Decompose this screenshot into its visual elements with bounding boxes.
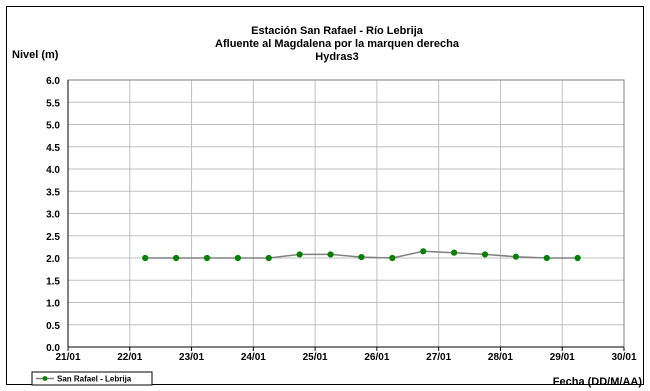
y-tick-label: 3.0 — [46, 210, 60, 221]
y-tick-label: 2.5 — [46, 232, 60, 243]
data-point — [234, 254, 241, 262]
legend: San Rafael - Lebrija — [31, 371, 153, 386]
legend-box — [31, 371, 153, 386]
y-tick-label: 3.5 — [46, 187, 60, 198]
legend-marker-swatch — [42, 376, 48, 381]
x-tick-label: 28/01 — [488, 352, 513, 363]
data-point — [512, 253, 519, 260]
x-tick-label: 24/01 — [241, 352, 266, 363]
x-tick-label: 27/01 — [426, 352, 451, 363]
x-tick-label: 30/01 — [611, 352, 636, 363]
y-tick-label: 2.0 — [46, 254, 60, 265]
data-point — [203, 254, 211, 262]
y-tick-label: 4.5 — [46, 143, 60, 154]
y-tick-label: 5.5 — [46, 98, 60, 109]
chart-title: Estación San Rafael - Río Lebrija — [251, 25, 424, 37]
data-point — [358, 254, 365, 261]
data-point — [451, 249, 458, 256]
x-tick-label: 29/01 — [550, 352, 575, 363]
data-point — [543, 254, 550, 262]
x-tick-label: 26/01 — [364, 352, 389, 363]
y-tick-label: 5.0 — [46, 121, 60, 132]
x-tick-label: 23/01 — [179, 352, 204, 363]
y-tick-label: 6.0 — [46, 76, 60, 87]
y-tick-label: 4.0 — [46, 165, 60, 176]
data-point — [327, 251, 334, 258]
y-tick-label: 1.0 — [46, 299, 60, 310]
series-layer — [142, 248, 581, 262]
legend-label: San Rafael - Lebrija — [57, 375, 132, 384]
chart-frame — [6, 6, 644, 385]
data-point — [481, 251, 489, 258]
x-tick-label: 21/01 — [55, 352, 80, 363]
y-tick-label: 1.5 — [46, 276, 60, 287]
data-point — [142, 254, 149, 262]
y-tick-label: 0.5 — [46, 321, 60, 332]
y-axis-label: Nivel (m) — [12, 49, 59, 61]
data-point — [173, 254, 180, 262]
data-point — [265, 254, 272, 262]
data-point — [389, 254, 396, 262]
data-point — [296, 251, 303, 258]
x-axis-label: Fecha (DD/M/AA) — [553, 376, 643, 388]
grid-layer — [68, 79, 624, 347]
chart-subtitle-2: Hydras3 — [315, 51, 358, 63]
axis-layer: 0.0 0.5 1.0 1.5 2.0 2.5 3.0 3.5 4.0 4.5 5.0 5.5 6.0 2… — [46, 76, 637, 363]
data-point — [420, 248, 427, 255]
data-point — [574, 254, 581, 262]
chart-subtitle: Afluente al Magdalena por la marquen der… — [215, 38, 460, 50]
x-tick-label: 25/01 — [303, 352, 328, 363]
x-tick-label: 22/01 — [117, 352, 142, 363]
y-tick-label: 0.0 — [46, 343, 60, 354]
